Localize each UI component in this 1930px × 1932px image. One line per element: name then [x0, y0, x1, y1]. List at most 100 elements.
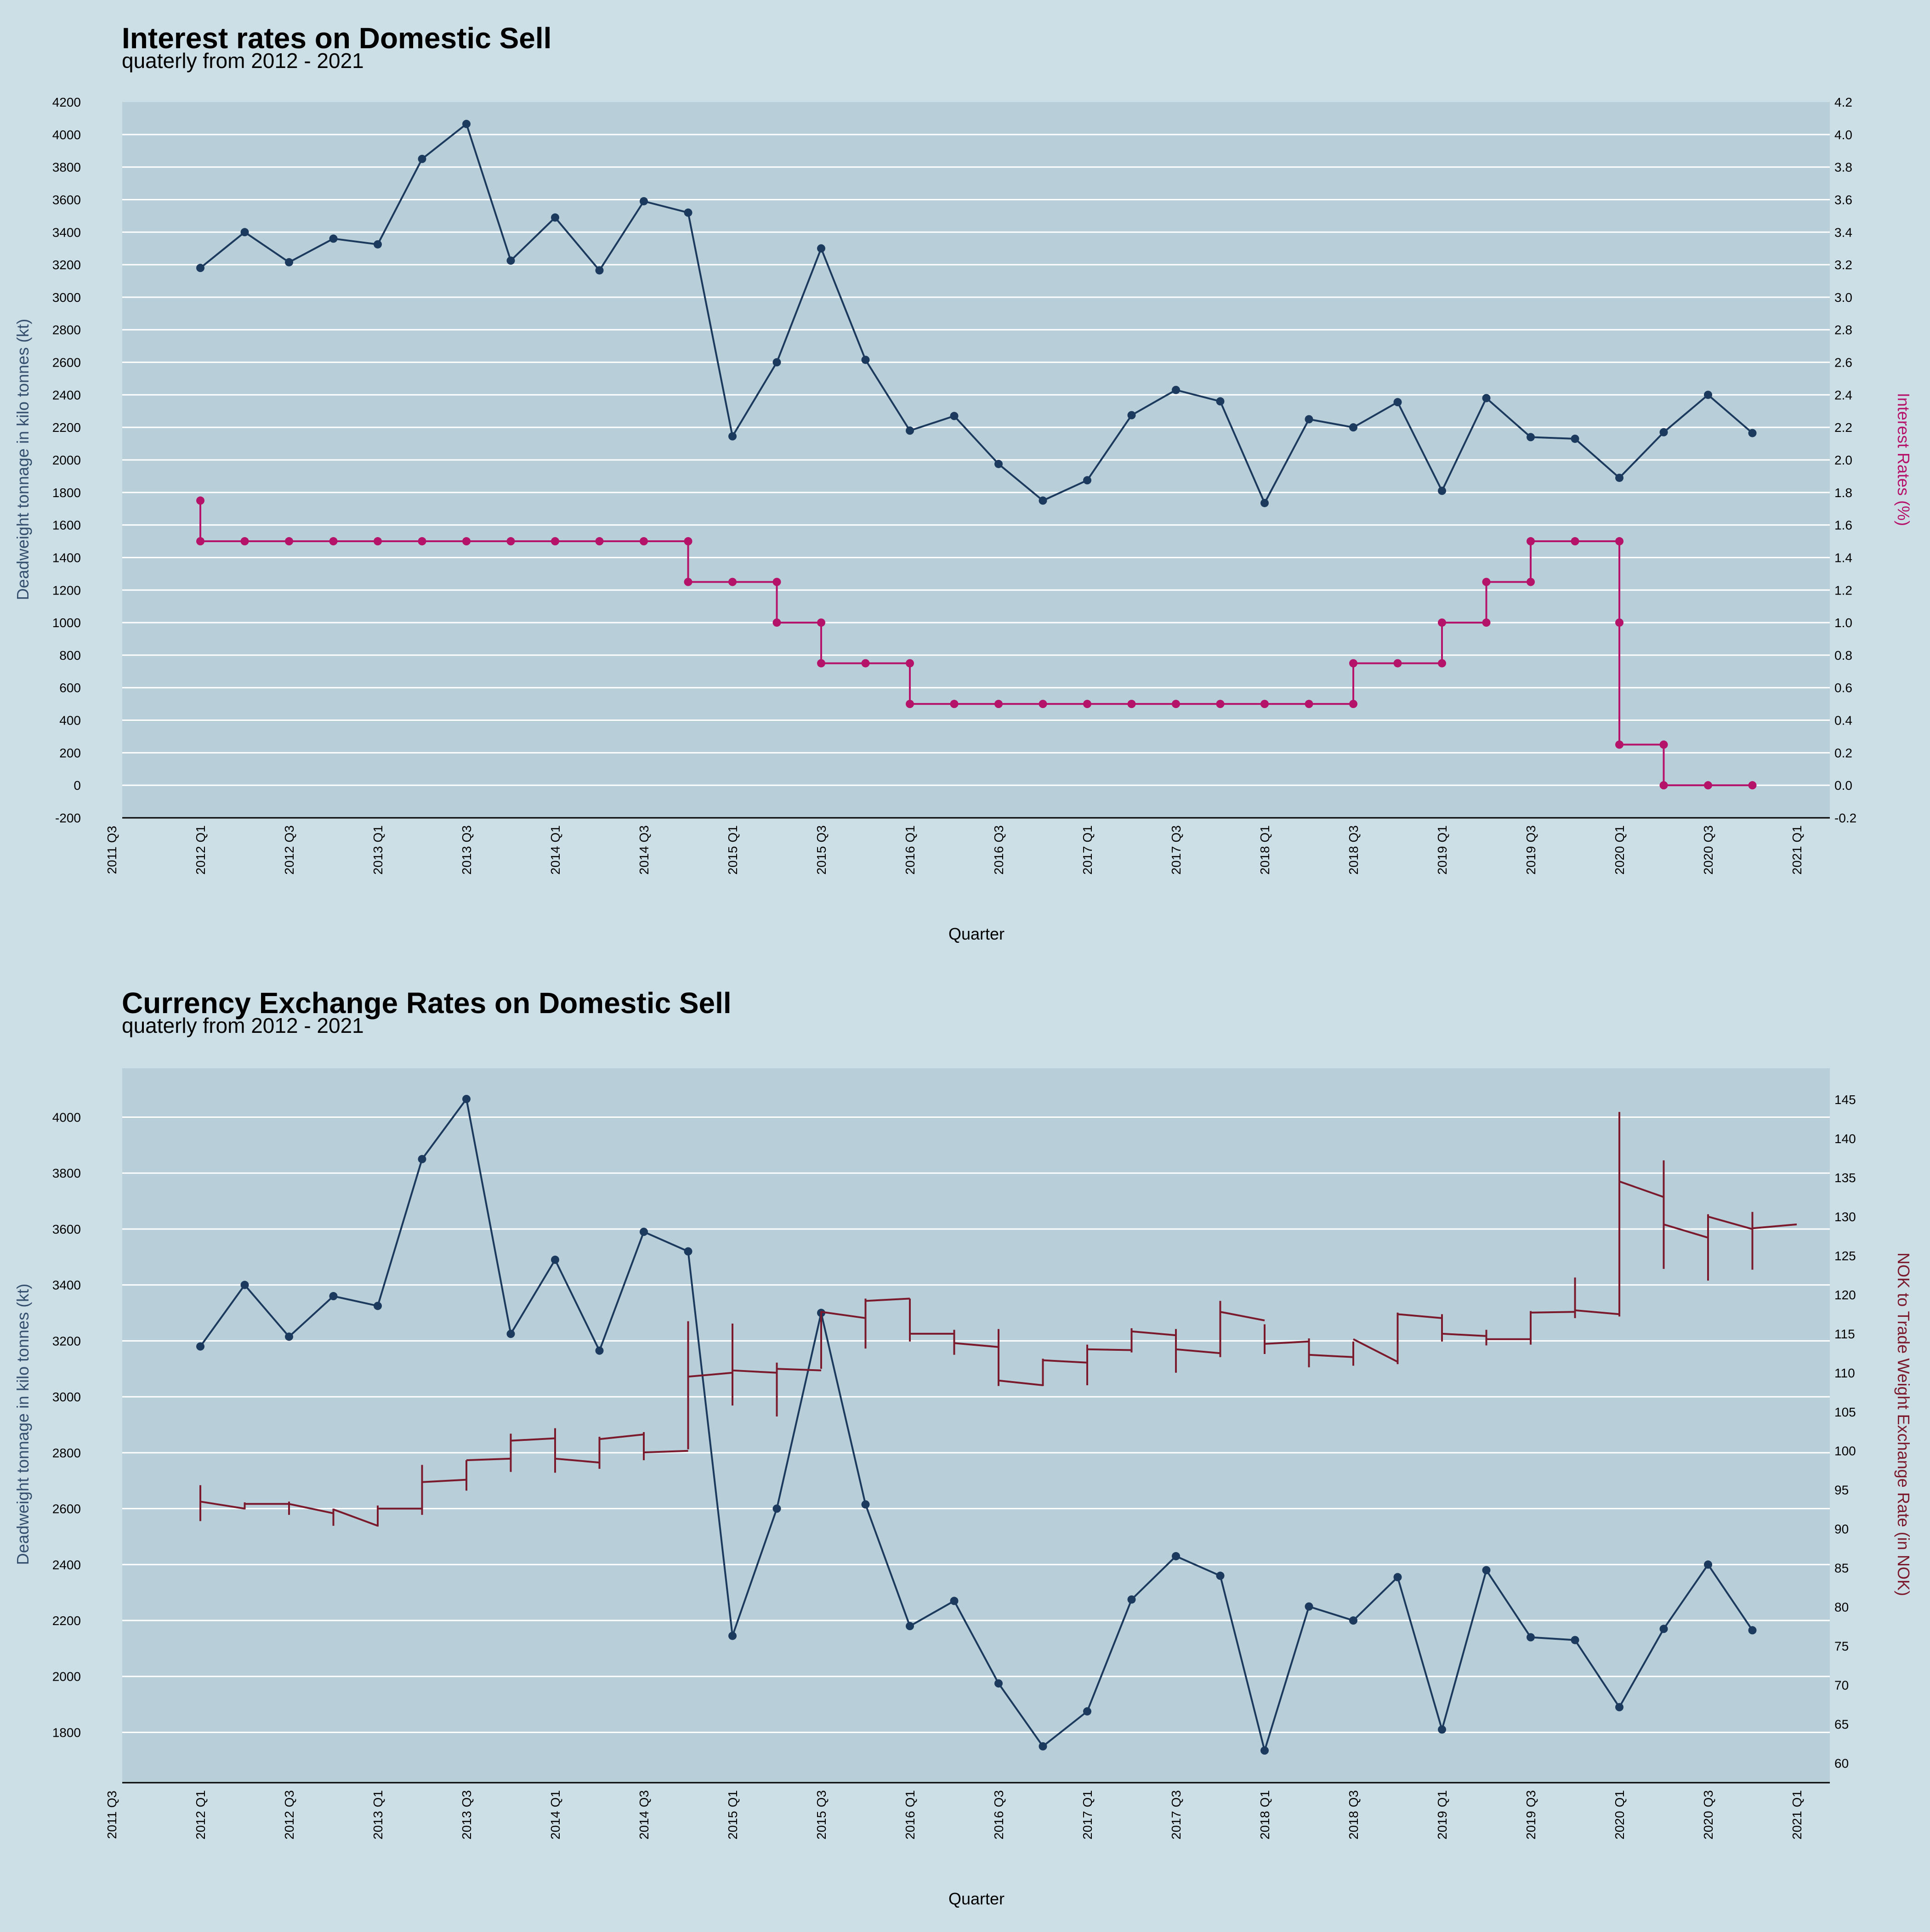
y-left-tick-label: 3000 — [52, 1390, 81, 1404]
x-axis-title: Quarter — [948, 1889, 1005, 1908]
y-left-tick-label: 1400 — [52, 550, 81, 565]
chart-panel-1: Interest rates on Domestic Sellquaterly … — [13, 22, 1913, 943]
y-right-tick-label: 0.4 — [1834, 714, 1852, 728]
tonnage-point — [1659, 1625, 1668, 1633]
interest-rate-point — [595, 537, 604, 546]
tonnage-point — [1748, 1626, 1757, 1635]
x-tick-label: 2015 Q1 — [726, 825, 740, 874]
tonnage-point — [684, 208, 693, 217]
tonnage-point — [1127, 411, 1136, 419]
tonnage-point — [329, 234, 338, 243]
x-tick-label: 2019 Q1 — [1435, 825, 1449, 874]
tonnage-point — [240, 228, 249, 237]
interest-rate-point — [1305, 700, 1313, 708]
interest-rate-point — [1571, 537, 1579, 546]
x-tick-label: 2011 Q3 — [105, 826, 119, 874]
tonnage-point — [1349, 1616, 1357, 1625]
interest-rate-point — [1615, 618, 1623, 627]
interest-rate-point — [240, 537, 249, 546]
y-right-tick-label: 95 — [1834, 1483, 1849, 1497]
x-tick-label: 2021 Q1 — [1790, 825, 1804, 874]
tonnage-point — [640, 197, 648, 205]
exchange-rate-segment — [865, 1297, 910, 1302]
y-left-tick-label: 2000 — [52, 453, 81, 467]
interest-rate-point — [1527, 578, 1535, 586]
exchange-rate-segment — [954, 1342, 999, 1348]
tonnage-point — [462, 1094, 471, 1103]
y-right-tick-label: 65 — [1834, 1717, 1849, 1732]
y-left-tick-label: 4000 — [52, 128, 81, 142]
y-right-tick-label: 0.0 — [1834, 778, 1852, 793]
tonnage-point — [1615, 473, 1623, 482]
interest-rate-point — [906, 659, 914, 668]
tonnage-point — [595, 1346, 604, 1355]
interest-rate-point — [506, 537, 515, 546]
y-left-tick-label: 2200 — [52, 420, 81, 435]
interest-rate-point — [1438, 618, 1446, 627]
y-right-tick-label: 0.8 — [1834, 648, 1852, 663]
y-left-tick-label: 3600 — [52, 193, 81, 207]
y-right-tick-label: 3.8 — [1834, 160, 1852, 175]
exchange-rate-segment — [732, 1369, 777, 1374]
interest-rate-point — [1482, 578, 1491, 586]
tonnage-point — [817, 244, 825, 253]
y-right-tick-label: 60 — [1834, 1756, 1849, 1771]
x-tick-label: 2015 Q1 — [726, 1790, 740, 1839]
x-tick-label: 2016 Q3 — [992, 1790, 1006, 1839]
tonnage-point — [950, 412, 959, 420]
tonnage-point — [1305, 1602, 1313, 1611]
x-tick-label: 2014 Q1 — [548, 825, 562, 874]
y-right-tick-label: 2.6 — [1834, 356, 1852, 370]
y-left-axis-title: Deadweight tonnage in kilo tonnes (kt) — [13, 1284, 32, 1565]
x-tick-label: 2019 Q3 — [1524, 825, 1538, 874]
y-left-tick-label: 3600 — [52, 1222, 81, 1236]
y-right-tick-label: 145 — [1834, 1093, 1856, 1107]
y-left-tick-label: 3400 — [52, 225, 81, 239]
tonnage-point — [196, 1342, 204, 1351]
tonnage-point — [1748, 429, 1757, 437]
interest-rate-point — [1704, 781, 1712, 790]
y-left-tick-label: 2800 — [52, 1446, 81, 1460]
y-right-tick-label: 0.6 — [1834, 681, 1852, 695]
interest-rate-point — [684, 537, 693, 546]
y-left-tick-label: 2000 — [52, 1670, 81, 1684]
x-tick-label: 2016 Q3 — [992, 825, 1006, 874]
exchange-rate-segment — [422, 1479, 467, 1483]
y-right-tick-label: 1.8 — [1834, 486, 1852, 500]
tonnage-point — [994, 459, 1003, 468]
exchange-rate-segment — [1220, 1311, 1265, 1321]
interest-rate-point — [374, 537, 382, 546]
interest-rate-point — [861, 659, 870, 668]
tonnage-point — [506, 1330, 515, 1338]
y-left-tick-label: 1600 — [52, 518, 81, 533]
x-tick-label: 2021 Q1 — [1790, 1790, 1804, 1839]
exchange-rate-segment — [1131, 1330, 1176, 1337]
y-left-tick-label: 1800 — [52, 1725, 81, 1739]
x-tick-label: 2014 Q1 — [548, 1790, 562, 1839]
interest-rate-point — [418, 537, 426, 546]
y-right-tick-label: 90 — [1834, 1522, 1849, 1536]
tonnage-point — [1615, 1703, 1623, 1711]
y-left-tick-label: 2600 — [52, 356, 81, 370]
x-tick-label: 2015 Q3 — [814, 825, 829, 874]
interest-rate-point — [329, 537, 338, 546]
x-tick-label: 2016 Q1 — [903, 825, 917, 874]
tonnage-point — [285, 1332, 293, 1341]
tonnage-point — [418, 1155, 426, 1163]
tonnage-point — [772, 1504, 781, 1513]
exchange-rate-segment — [333, 1508, 378, 1527]
x-tick-label: 2013 Q1 — [371, 1790, 385, 1839]
x-tick-label: 2020 Q3 — [1701, 1790, 1715, 1839]
tonnage-point — [1039, 1742, 1047, 1751]
y-left-tick-label: 3800 — [52, 1166, 81, 1180]
y-left-tick-label: 0 — [74, 778, 81, 793]
y-left-tick-label: 2200 — [52, 1614, 81, 1628]
exchange-rate-segment — [555, 1457, 600, 1464]
y-right-tick-label: 2.4 — [1834, 388, 1852, 402]
y-right-tick-label: 2.0 — [1834, 453, 1852, 467]
y-left-tick-label: 1000 — [52, 616, 81, 630]
y-right-tick-label: 0.2 — [1834, 746, 1852, 760]
exchange-rate-segment — [1663, 1223, 1709, 1239]
y-left-tick-label: 800 — [59, 648, 81, 663]
chart-panel-2: Currency Exchange Rates on Domestic Sell… — [13, 986, 1913, 1908]
